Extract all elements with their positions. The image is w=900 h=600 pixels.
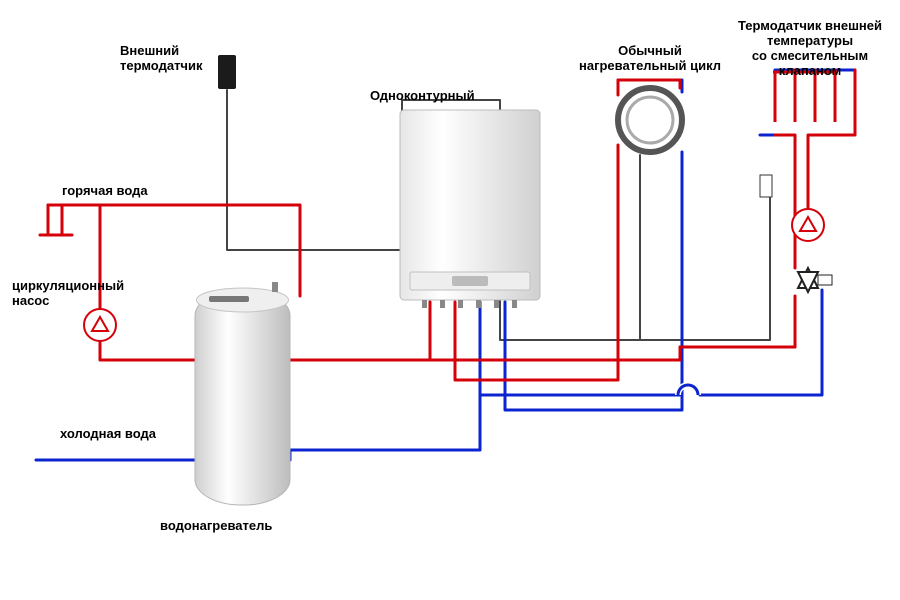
- label-heating-cycle: Обычныйнагревательный цикл: [579, 43, 721, 73]
- label-single-circuit: Одноконтурный: [370, 88, 475, 103]
- thermostat-icon: [760, 175, 772, 197]
- label-heater: водонагреватель: [160, 518, 272, 533]
- floor-heating-icon: [773, 72, 837, 122]
- heating-schematic: Внешнийтермодатчик Одноконтурный Обычныйна…: [0, 0, 900, 600]
- radiator-ring-icon: [618, 88, 682, 152]
- label-circ-pump: циркуляционныйнасос: [12, 278, 124, 308]
- circulation-pump-icon: [84, 309, 116, 341]
- label-external-sensor: Внешнийтермодатчик: [120, 43, 203, 73]
- label-mix-valve: Термодатчик внешнейтемпературысо смесите…: [738, 18, 882, 78]
- mixer-pump-icon: [792, 209, 824, 241]
- boiler: [400, 110, 540, 308]
- label-hot-water: горячая вода: [62, 183, 148, 198]
- external-sensor: [218, 55, 236, 89]
- mixing-valve-icon: [798, 268, 832, 292]
- water-heater: [195, 282, 290, 505]
- label-cold-water: холодная вода: [60, 426, 157, 441]
